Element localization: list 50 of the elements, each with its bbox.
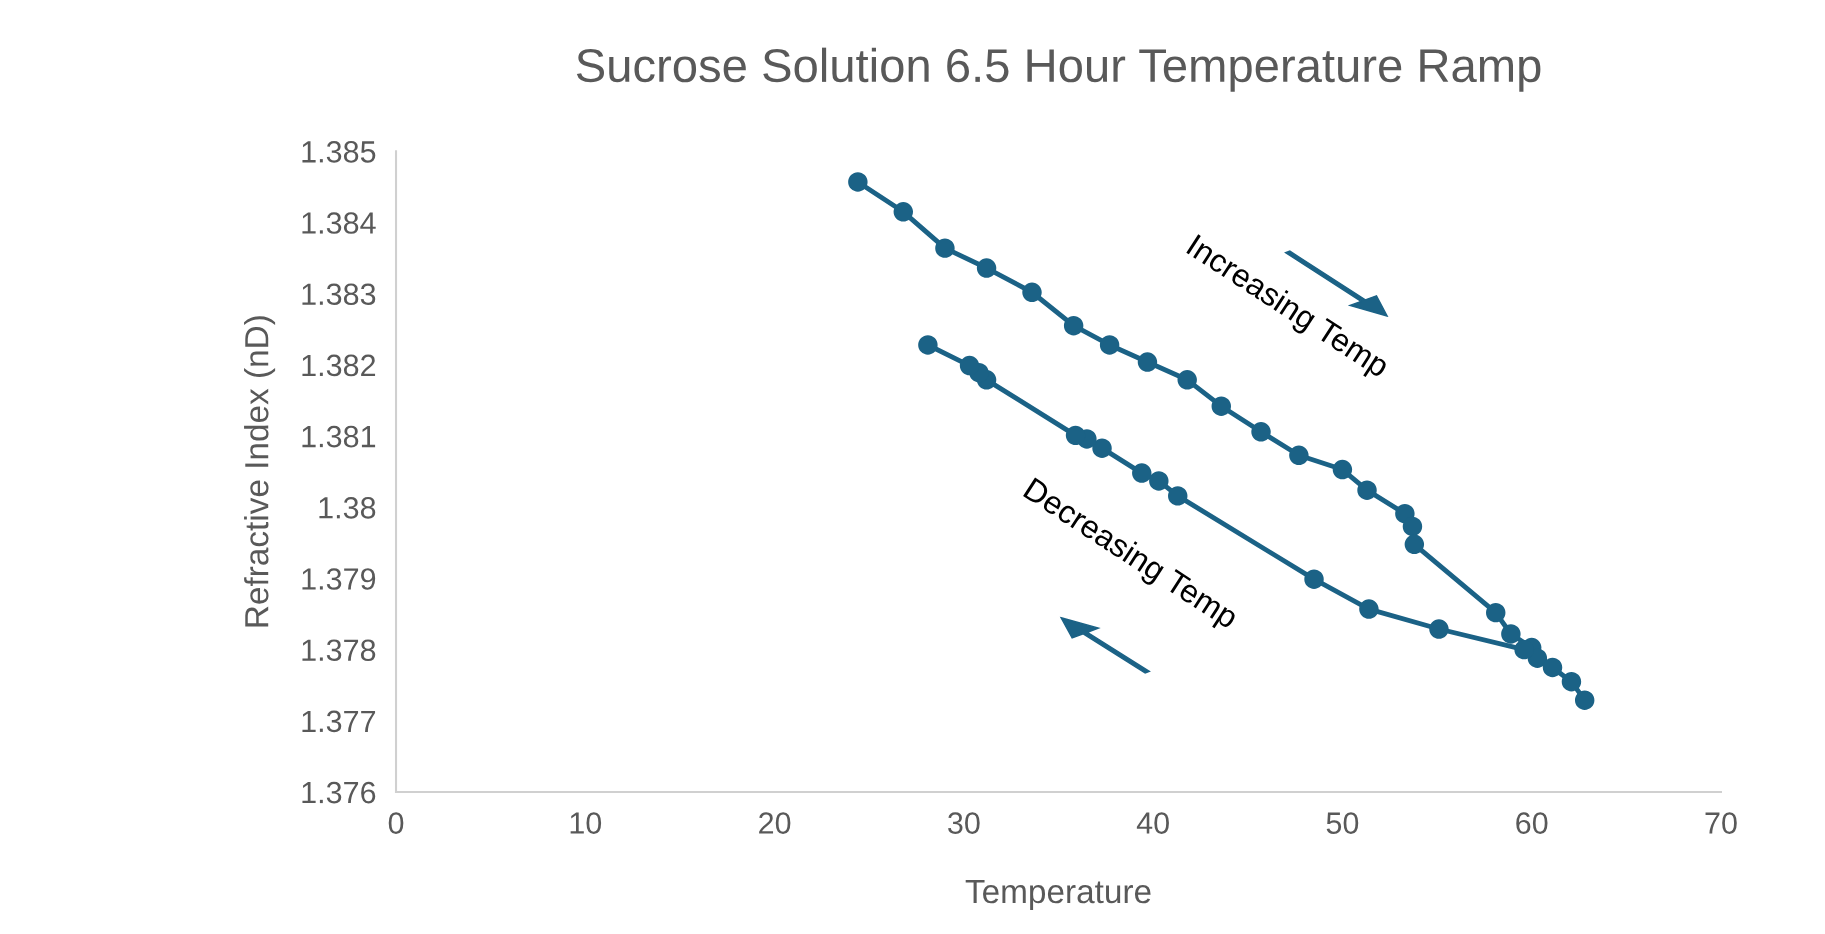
y-tick-label: 1.377 xyxy=(302,710,376,733)
point xyxy=(1251,422,1271,442)
y-tick-label: 1.384 xyxy=(302,212,376,234)
y-tick-label: 1.381 xyxy=(302,425,376,448)
point xyxy=(1501,624,1521,644)
point xyxy=(1177,370,1197,390)
x-tick-label: 60 xyxy=(1516,812,1548,834)
point xyxy=(1359,599,1379,619)
point xyxy=(1404,534,1425,555)
point xyxy=(1574,690,1595,710)
chart-title: Sucrose Solution 6.5 Hour Temperature Ramp xyxy=(576,47,1541,92)
x-tick-label: 30 xyxy=(948,812,980,834)
point xyxy=(1168,486,1188,506)
point xyxy=(1065,425,1086,446)
point xyxy=(1357,480,1377,500)
x-tick-label: 50 xyxy=(1326,812,1359,834)
y-tick-label: 1.38 xyxy=(319,497,376,519)
point xyxy=(976,258,997,278)
point xyxy=(1211,396,1231,416)
point xyxy=(1429,619,1449,639)
y-tick-label: 1.378 xyxy=(302,639,376,662)
y-tick-label: 1.379 xyxy=(302,568,376,590)
y-tick-label: 1.385 xyxy=(302,141,376,163)
x-tick-label: 40 xyxy=(1136,812,1169,834)
point xyxy=(1092,438,1112,458)
point xyxy=(893,202,914,222)
point xyxy=(1486,602,1506,623)
point xyxy=(918,335,938,355)
y-tick-label: 1.376 xyxy=(302,781,376,804)
y-axis-title: Refractive Index (nD) xyxy=(244,316,276,627)
point xyxy=(848,172,868,192)
point xyxy=(1063,316,1084,336)
x-tick-label: 70 xyxy=(1705,812,1737,834)
point xyxy=(1022,282,1042,302)
point xyxy=(1561,671,1582,692)
point xyxy=(1289,445,1309,466)
y-tick-label: 1.382 xyxy=(302,354,376,377)
x-tick-label: 20 xyxy=(759,812,791,834)
x-tick-label: 0 xyxy=(388,812,404,834)
y-tick-label: 1.383 xyxy=(302,283,376,306)
point xyxy=(959,355,980,376)
point xyxy=(1137,352,1158,372)
point xyxy=(1542,657,1563,678)
x-tick-label: 10 xyxy=(570,812,602,834)
point xyxy=(1332,459,1353,480)
point xyxy=(1402,516,1423,537)
point xyxy=(935,238,955,258)
point xyxy=(1099,335,1120,355)
x-axis-title: Temperature xyxy=(965,880,1151,910)
point xyxy=(1304,569,1324,589)
